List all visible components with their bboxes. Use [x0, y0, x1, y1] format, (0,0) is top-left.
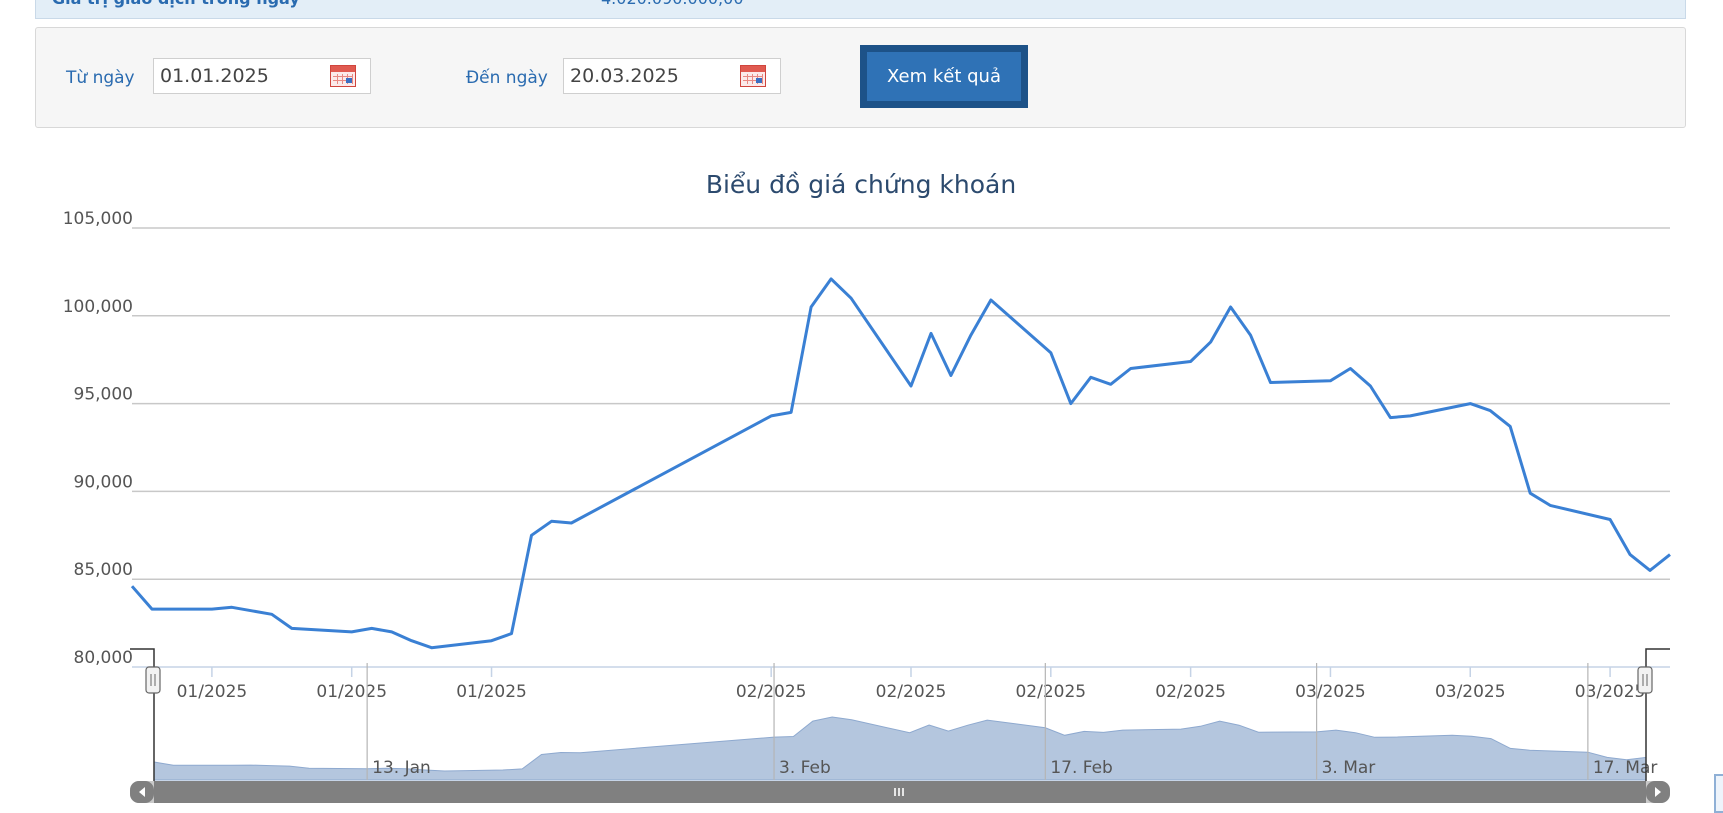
scroll-grip-icon — [894, 788, 904, 796]
x-tick-label: 03/2025 — [1295, 682, 1366, 702]
from-date-label: Từ ngày — [66, 68, 135, 88]
y-tick-label: 95,000 — [74, 385, 133, 405]
view-results-button[interactable]: Xem kết quả — [867, 52, 1021, 101]
to-date-label: Đến ngày — [466, 68, 548, 88]
y-tick-label: 85,000 — [74, 560, 133, 580]
navigator-date-label: 3. Feb — [779, 758, 831, 778]
navigator-date-label: 17. Feb — [1050, 758, 1113, 778]
y-tick-label: 80,000 — [74, 648, 133, 668]
x-tick-label: 02/2025 — [1155, 682, 1226, 702]
summary-row: Giá trị giao dịch trong ngày 4.020.090.0… — [35, 0, 1686, 19]
to-date-field[interactable] — [563, 58, 781, 94]
navigator-date-label: 13. Jan — [372, 758, 431, 778]
arrow-right-icon — [1655, 787, 1661, 797]
submit-button-frame: Xem kết quả — [860, 45, 1028, 108]
navigator-handle-right[interactable] — [1637, 648, 1670, 781]
x-tick-label: 02/2025 — [876, 682, 947, 702]
navigator-date-label: 3. Mar — [1322, 758, 1376, 778]
x-tick-label: 03/2025 — [1575, 682, 1646, 702]
resize-corner-icon — [1714, 774, 1723, 813]
price-line — [130, 277, 1671, 650]
chart-title: Biểu đồ giá chứng khoán — [706, 170, 1016, 199]
x-tick-label: 02/2025 — [1015, 682, 1086, 702]
navigator-date-label: 17. Mar — [1593, 758, 1658, 778]
navigator-area — [153, 716, 1647, 781]
from-date-input[interactable] — [160, 63, 320, 89]
summary-label: Giá trị giao dịch trong ngày — [52, 0, 300, 8]
scroll-left-button[interactable] — [130, 781, 154, 803]
x-tick-label: 02/2025 — [736, 682, 807, 702]
navigator-handle-left[interactable] — [130, 648, 161, 781]
x-tick-label: 01/2025 — [456, 682, 527, 702]
date-filter-panel: Từ ngày Đến ngày Xem kết quả — [35, 27, 1686, 128]
calendar-icon[interactable] — [740, 65, 766, 87]
scroll-right-button[interactable] — [1646, 781, 1670, 803]
y-tick-label: 105,000 — [63, 209, 133, 229]
calendar-icon[interactable] — [330, 65, 356, 87]
summary-value: 4.020.090.000,00 — [601, 0, 744, 8]
arrow-left-icon — [139, 787, 145, 797]
scrollbar-thumb[interactable] — [154, 781, 1646, 803]
to-date-input[interactable] — [570, 63, 730, 89]
navigator[interactable]: 13. Jan 3. Feb 17. Feb 3. Mar 17. Mar — [153, 663, 1658, 781]
x-tick-label: 01/2025 — [316, 682, 387, 702]
from-date-field[interactable] — [153, 58, 371, 94]
x-tick-label: 01/2025 — [177, 682, 248, 702]
stock-price-chart: Biểu đồ giá chứng khoán 80,000 85,000 90,0… — [63, 170, 1671, 803]
y-tick-label: 90,000 — [74, 472, 133, 492]
y-tick-label: 100,000 — [63, 297, 133, 317]
x-tick-label: 03/2025 — [1435, 682, 1506, 702]
